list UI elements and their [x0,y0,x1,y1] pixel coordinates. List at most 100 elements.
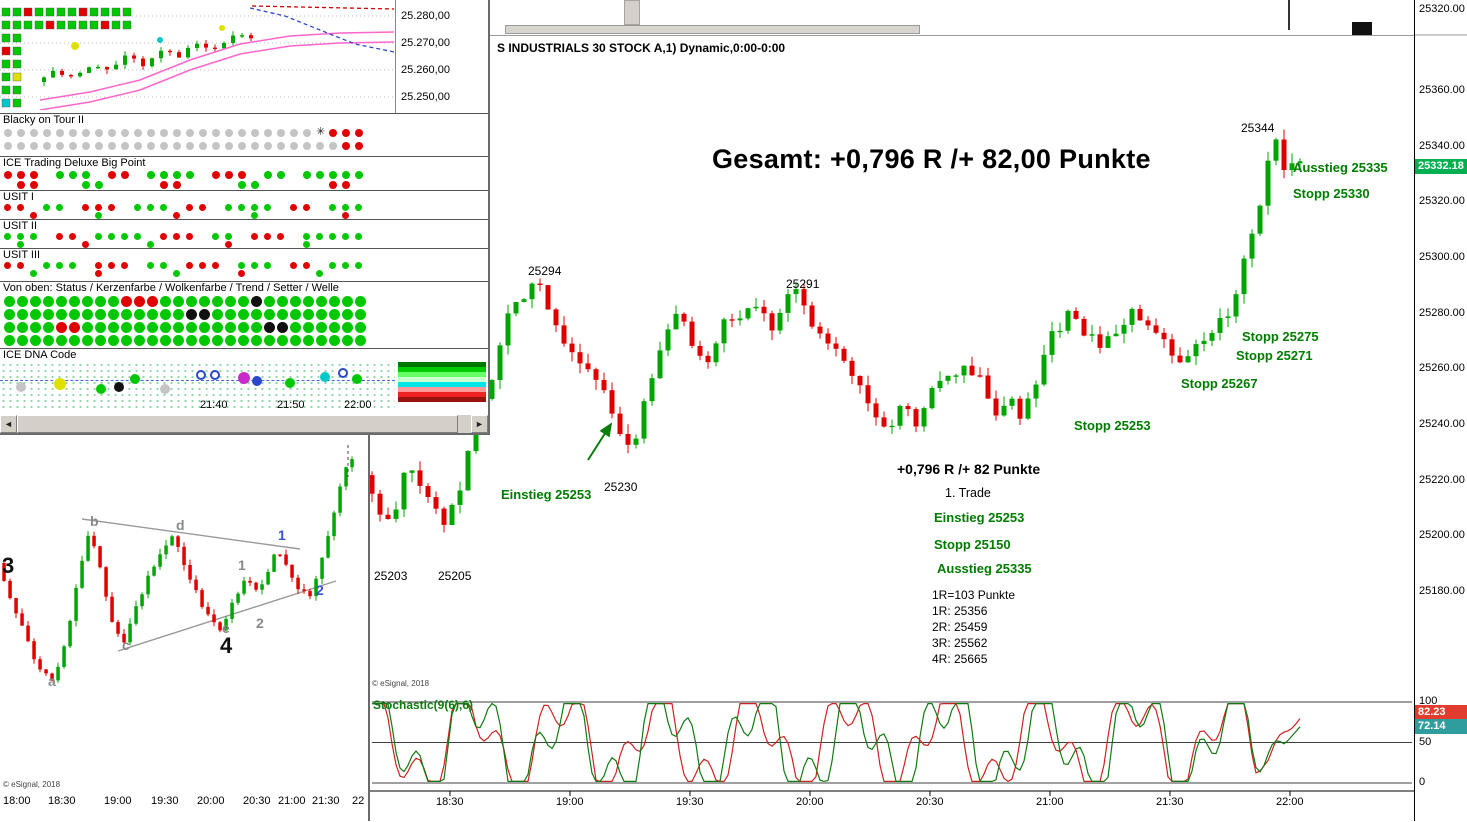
trade-summary-line: 1. Trade [945,486,991,500]
indicator-dot [342,322,353,333]
indicator-dot [134,204,141,211]
indicator-dot [264,204,271,211]
indicator-dot [95,181,103,189]
indicator-dot [82,322,93,333]
indicator-band: USIT I [0,190,488,219]
indicator-dot [108,322,119,333]
indicator-dot [121,322,132,333]
stop-annotation: Ausstieg 25335 [1293,160,1388,175]
indicator-dot [303,335,314,346]
indicator-dot [160,171,168,179]
indicator-dot [290,142,298,150]
wave-time-label: 21:30 [312,795,340,807]
time-axis-label: 21:00 [1036,796,1064,808]
indicator-dot [329,142,337,150]
dna-legend-bar [398,382,486,387]
stop-annotation: Stopp 25253 [1074,418,1151,433]
time-axis-label: 20:30 [916,796,944,808]
price-axis-label: 25360.00 [1419,84,1465,96]
indicator-dot [329,335,340,346]
indicator-dot [4,296,15,307]
background-scrollbar[interactable] [505,25,920,34]
indicator-dot [108,142,116,150]
indicator-dot [134,322,145,333]
trade-summary-line: 3R: 25562 [932,636,988,650]
time-axis-label: 18:30 [436,796,464,808]
trade-summary-line: Ausstieg 25335 [937,561,1032,576]
indicator-dot [56,262,63,269]
copyright-note: © eSignal, 2018 [372,679,430,688]
scrollbar-thumb[interactable] [17,415,458,433]
mini-price-chart[interactable] [0,0,395,110]
indicator-dot [108,296,119,307]
star-marker: ✳ [316,126,326,138]
indicator-dot [69,335,80,346]
dna-legend-bar [398,392,486,397]
summary-title: Gesamt: +0,796 R /+ 82,00 Punkte [712,144,1151,174]
indicator-dot [95,233,102,240]
indicator-dot [173,181,181,189]
indicator-dot [264,309,275,320]
indicator-dot [251,262,258,269]
indicator-dot [30,129,38,137]
wave-time-label: 18:30 [48,795,76,807]
indicator-dot [56,233,63,240]
trade-summary-line: +0,796 R /+ 82 Punkte [897,461,1041,477]
indicator-dot [342,171,350,179]
wave-label: d [176,517,185,533]
indicator-dot [82,204,89,211]
indicator-dot [147,241,154,248]
indicator-dot [225,322,236,333]
indicator-dot [95,309,106,320]
stochastic-d-badge: 82.23 [1415,705,1467,720]
indicator-dot [329,262,336,269]
indicator-dot [316,270,323,277]
dna-dot [238,372,250,384]
indicator-dot [186,204,193,211]
indicator-dot [30,212,37,219]
dna-dot [130,374,140,384]
indicator-dot [199,322,210,333]
indicator-dot [121,296,132,307]
indicator-dot [303,233,310,240]
indicator-dot [108,335,119,346]
indicator-dot [212,309,223,320]
indicator-dot [342,212,349,219]
price-axis-label: 25320.00 [1419,195,1465,208]
indicator-dot [108,233,115,240]
indicator-dot [56,204,63,211]
indicator-dot [277,296,288,307]
wave-price-chart[interactable] [0,435,368,791]
main-price-chart[interactable] [370,36,1414,822]
dna-dot [96,384,106,394]
indicator-dot [225,241,232,248]
scroll-left-button[interactable]: ◄ [0,415,17,433]
indicator-dot [4,322,15,333]
indicator-dot [30,322,41,333]
wave-time-label: 21:00 [278,795,306,807]
horizontal-scrollbar[interactable]: ◄ ► [0,415,488,433]
indicator-dot [173,212,180,219]
indicator-dot [134,129,142,137]
indicator-band: Von oben: Status / Kerzenfarbe / Wolkenf… [0,281,488,348]
indicator-dot [251,296,262,307]
indicator-time-label: 22:00 [344,399,372,411]
indicator-dot [82,171,90,179]
indicator-dot [43,309,54,320]
indicator-dot [238,296,249,307]
indicator-dot [4,309,15,320]
indicator-dot [329,322,340,333]
indicator-dot [56,142,64,150]
indicator-dot [329,204,336,211]
price-axis-label: 25200.00 [1419,529,1465,542]
indicator-dot [212,129,220,137]
trade-summary-line: 1R=103 Punkte [932,588,1016,602]
indicator-band: ICE DNA Code [0,348,488,412]
indicator-dot [303,129,311,137]
indicator-dot [186,171,194,179]
indicator-dot [225,171,233,179]
scroll-right-button[interactable]: ► [471,415,488,433]
indicator-dot [173,171,181,179]
indicator-dot [134,142,142,150]
indicator-dot [238,335,249,346]
